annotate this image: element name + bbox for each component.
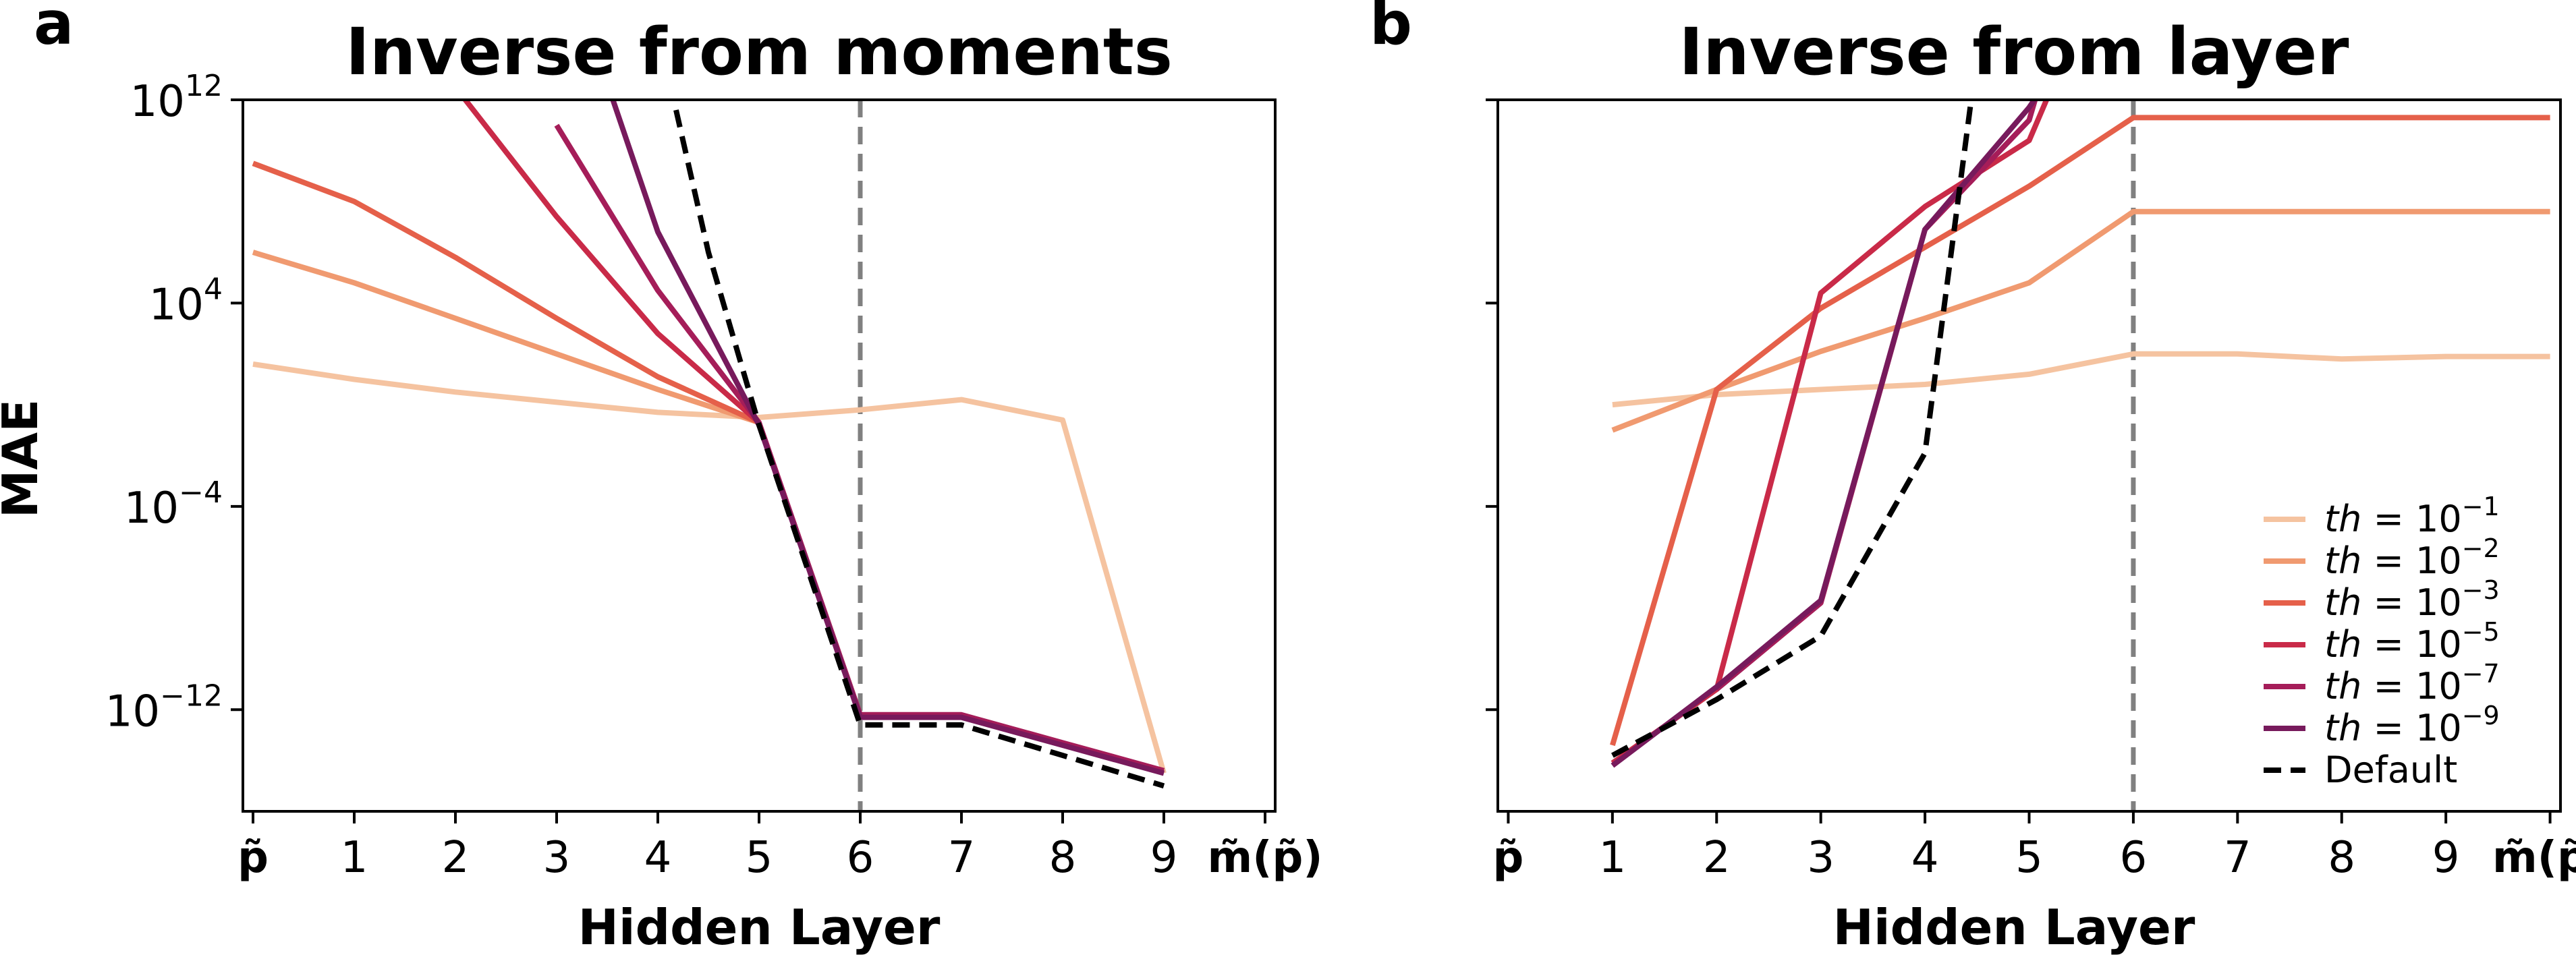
series-line-5: [1611, 100, 2038, 768]
panel-b-x-axis: p̃ 1 2 3 4 5 6 7 8 9 m̃(p̃): [1493, 811, 2576, 883]
x-tick-label: 5: [2015, 833, 2043, 883]
y-tick-label: 10−12: [105, 678, 223, 736]
panel-letter-a: a: [34, 0, 74, 58]
panel-a-ylabel: MAE: [0, 399, 49, 519]
legend-label: th = 10−9: [2324, 701, 2500, 749]
x-tick-label: 2: [442, 833, 470, 883]
panel-b-series: [1610, 100, 2550, 811]
x-tick-label: m̃(p̃): [1208, 833, 1323, 883]
x-tick-label: 5: [746, 833, 773, 883]
y-tick-label: 104: [149, 272, 223, 330]
panel-a-series: [252, 100, 1167, 811]
legend-label: th = 10−2: [2324, 533, 2500, 582]
panel-b-legend: th = 10−1th = 10−2th = 10−3th = 10−5th =…: [2264, 492, 2500, 791]
panel-b: b Inverse from layer p̃ 1 2 3 4 5 6 7 8 9 m̃(p̃) H…: [1370, 0, 2576, 956]
series-line-0: [252, 361, 1167, 774]
series-line-2: [252, 161, 760, 426]
panel-b-xlabel: Hidden Layer: [1833, 899, 2195, 956]
x-tick-label: 1: [341, 833, 368, 883]
legend-label: th = 10−3: [2324, 575, 2500, 624]
x-tick-label: 8: [2328, 833, 2355, 883]
series-line-1: [252, 250, 760, 426]
series-line-3: [1611, 100, 2050, 765]
y-tick-label: 10−4: [124, 475, 223, 533]
x-tick-label: 6: [2120, 833, 2148, 883]
x-tick-label: p̃: [1493, 833, 1524, 883]
panel-a-xlabel: Hidden Layer: [578, 899, 941, 956]
x-tick-label: 1: [1598, 833, 1626, 883]
series-line-0: [1612, 351, 2550, 408]
x-tick-label: m̃(p̃): [2492, 833, 2576, 883]
series-line-3: [461, 100, 761, 425]
x-tick-label: p̃: [237, 833, 269, 883]
legend-label: th = 10−7: [2324, 659, 2500, 707]
series-line-1: [1611, 208, 2550, 433]
x-tick-label: 9: [2432, 833, 2460, 883]
x-tick-label: 8: [1049, 833, 1077, 883]
x-tick-label: 3: [1807, 833, 1835, 883]
y-tick-label: 1012: [130, 69, 223, 127]
legend-label: th = 10−1: [2324, 492, 2500, 540]
series-line-2: [1610, 115, 2550, 747]
x-tick-label: 4: [644, 833, 672, 883]
legend-label: th = 10−5: [2324, 617, 2500, 666]
panel-a: a Inverse from moments p̃ 1 2 3 4 5 6 7 8 9 m̃(p̃)…: [0, 0, 1323, 956]
x-tick-label: 7: [2224, 833, 2251, 883]
panel-b-title: Inverse from layer: [1679, 14, 2349, 90]
panel-a-y-axis: 1012 104 10−4 10−12: [105, 69, 243, 736]
series-line-6: [673, 109, 1165, 789]
panel-letter-b: b: [1370, 0, 1412, 58]
panel-a-title: Inverse from moments: [345, 14, 1173, 90]
panel-a-frame: [242, 98, 1277, 813]
legend-label: Default: [2324, 749, 2457, 791]
x-tick-label: 6: [847, 833, 874, 883]
series-line-6: [1611, 100, 1974, 758]
series-line-5: [610, 100, 1165, 776]
x-tick-label: 7: [948, 833, 976, 883]
panel-b-y-axis: [1486, 98, 1498, 712]
panel-a-x-axis: p̃ 1 2 3 4 5 6 7 8 9 m̃(p̃): [237, 811, 1323, 883]
x-tick-label: 3: [543, 833, 571, 883]
x-tick-label: 2: [1703, 833, 1731, 883]
x-tick-label: 4: [1911, 833, 1939, 883]
x-tick-label: 9: [1150, 833, 1178, 883]
